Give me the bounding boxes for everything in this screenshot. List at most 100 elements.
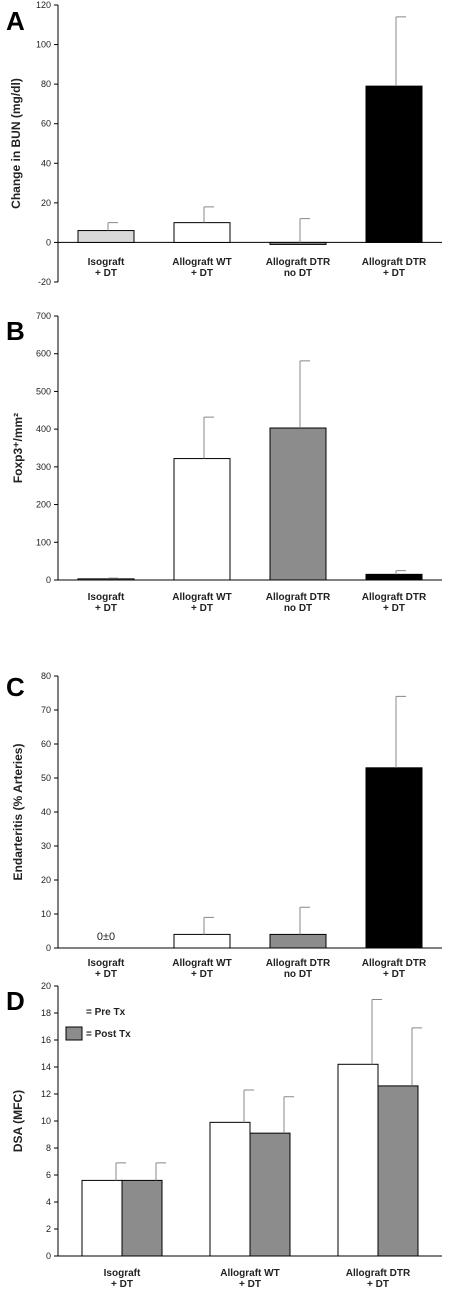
category-label: Isograft bbox=[88, 958, 125, 969]
category-label: + DT bbox=[191, 268, 213, 279]
category-label: + DT bbox=[191, 603, 213, 614]
bar-1 bbox=[173, 458, 231, 581]
bar-1 bbox=[173, 933, 231, 949]
y-tick-label: -20 bbox=[38, 277, 51, 287]
y-axis-label: Change in BUN (mg/dl) bbox=[9, 78, 23, 209]
y-tick-label: 20 bbox=[41, 875, 51, 885]
y-tick-label: 0 bbox=[46, 943, 51, 953]
panel-letter-b: B bbox=[6, 316, 25, 346]
error-bar bbox=[299, 360, 310, 429]
category-label: Allograft WT bbox=[172, 592, 231, 603]
y-tick-label: 600 bbox=[36, 349, 51, 359]
error-bar bbox=[299, 218, 310, 243]
y-tick-label: 0 bbox=[46, 237, 51, 247]
y-tick-label: 700 bbox=[36, 311, 51, 321]
category-label: Allograft WT bbox=[220, 1268, 279, 1279]
y-tick-label: 0 bbox=[46, 1251, 51, 1261]
error-bar bbox=[395, 695, 406, 768]
category-label: no DT bbox=[284, 603, 312, 614]
category-label: + DT bbox=[383, 268, 405, 279]
bar-1 bbox=[173, 222, 231, 243]
y-tick-label: 6 bbox=[46, 1170, 51, 1180]
y-tick-label: 100 bbox=[36, 537, 51, 547]
y-tick-label: 4 bbox=[46, 1197, 51, 1207]
y-tick-label: 60 bbox=[41, 119, 51, 129]
category-label: Isograft bbox=[88, 592, 125, 603]
error-bar bbox=[115, 1162, 126, 1181]
y-axis-label: Foxp3⁺/mm² bbox=[11, 413, 25, 483]
category-label: + DT bbox=[383, 969, 405, 980]
error-bar bbox=[155, 1162, 166, 1181]
error-bar bbox=[107, 222, 118, 231]
error-bar bbox=[283, 1096, 294, 1134]
y-tick-label: 40 bbox=[41, 158, 51, 168]
bar--post-tx bbox=[249, 1132, 291, 1257]
bar--pre-tx bbox=[209, 1121, 251, 1257]
y-tick-label: 20 bbox=[41, 981, 51, 991]
bar-3 bbox=[365, 573, 423, 581]
y-tick-label: 100 bbox=[36, 40, 51, 50]
category-label: Allograft DTR bbox=[266, 958, 331, 969]
y-tick-label: 10 bbox=[41, 909, 51, 919]
y-tick-label: 20 bbox=[41, 198, 51, 208]
category-label: + DT bbox=[95, 969, 117, 980]
category-label: + DT bbox=[239, 1279, 261, 1290]
y-tick-label: 14 bbox=[41, 1062, 51, 1072]
error-bar bbox=[203, 416, 214, 459]
error-bar bbox=[395, 16, 406, 87]
category-label: Allograft DTR bbox=[362, 592, 427, 603]
y-tick-label: 10 bbox=[41, 1116, 51, 1126]
y-tick-label: 50 bbox=[41, 773, 51, 783]
zero-annotation: 0±0 bbox=[97, 931, 115, 943]
y-tick-label: 80 bbox=[41, 79, 51, 89]
error-bar bbox=[411, 1027, 422, 1086]
bar-2 bbox=[269, 933, 327, 949]
y-tick-label: 16 bbox=[41, 1035, 51, 1045]
legend-label: = Post Tx bbox=[86, 1029, 131, 1040]
error-bar bbox=[107, 577, 118, 579]
category-label: + DT bbox=[95, 603, 117, 614]
bar-2 bbox=[269, 241, 327, 245]
bar-3 bbox=[365, 767, 423, 949]
bar--post-tx bbox=[121, 1179, 163, 1257]
y-tick-label: 500 bbox=[36, 386, 51, 396]
bar--pre-tx bbox=[81, 1179, 123, 1257]
y-tick-label: 18 bbox=[41, 1008, 51, 1018]
y-tick-label: 0 bbox=[46, 575, 51, 585]
bar-0 bbox=[77, 578, 135, 581]
y-tick-label: 60 bbox=[41, 739, 51, 749]
category-label: no DT bbox=[284, 969, 312, 980]
category-label: + DT bbox=[367, 1279, 389, 1290]
category-label: Allograft DTR bbox=[362, 257, 427, 268]
category-label: + DT bbox=[111, 1279, 133, 1290]
category-label: Allograft DTR bbox=[346, 1268, 411, 1279]
y-tick-label: 30 bbox=[41, 841, 51, 851]
bar--post-tx bbox=[377, 1085, 419, 1257]
bar-2 bbox=[269, 427, 327, 581]
category-label: Allograft WT bbox=[172, 257, 231, 268]
category-label: + DT bbox=[95, 268, 117, 279]
y-tick-label: 400 bbox=[36, 424, 51, 434]
y-tick-label: 8 bbox=[46, 1143, 51, 1153]
bar-3 bbox=[365, 85, 423, 243]
y-axis-label: Endarteritis (% Arteries) bbox=[11, 744, 25, 881]
error-bar bbox=[203, 916, 214, 935]
error-bar bbox=[299, 906, 310, 935]
y-axis-label: DSA (MFC) bbox=[11, 1090, 25, 1152]
legend-swatch bbox=[66, 1005, 82, 1018]
category-label: Isograft bbox=[88, 257, 125, 268]
y-tick-label: 70 bbox=[41, 705, 51, 715]
bar--pre-tx bbox=[337, 1063, 379, 1257]
panel-letter-a: A bbox=[6, 6, 25, 36]
category-label: Allograft WT bbox=[172, 958, 231, 969]
y-tick-label: 2 bbox=[46, 1224, 51, 1234]
error-bar bbox=[371, 999, 382, 1065]
y-tick-label: 300 bbox=[36, 462, 51, 472]
y-tick-label: 200 bbox=[36, 500, 51, 510]
error-bar bbox=[395, 570, 406, 575]
panel-letter-c: C bbox=[6, 672, 25, 702]
category-label: + DT bbox=[383, 603, 405, 614]
error-bar bbox=[203, 206, 214, 223]
category-label: Allograft DTR bbox=[266, 592, 331, 603]
